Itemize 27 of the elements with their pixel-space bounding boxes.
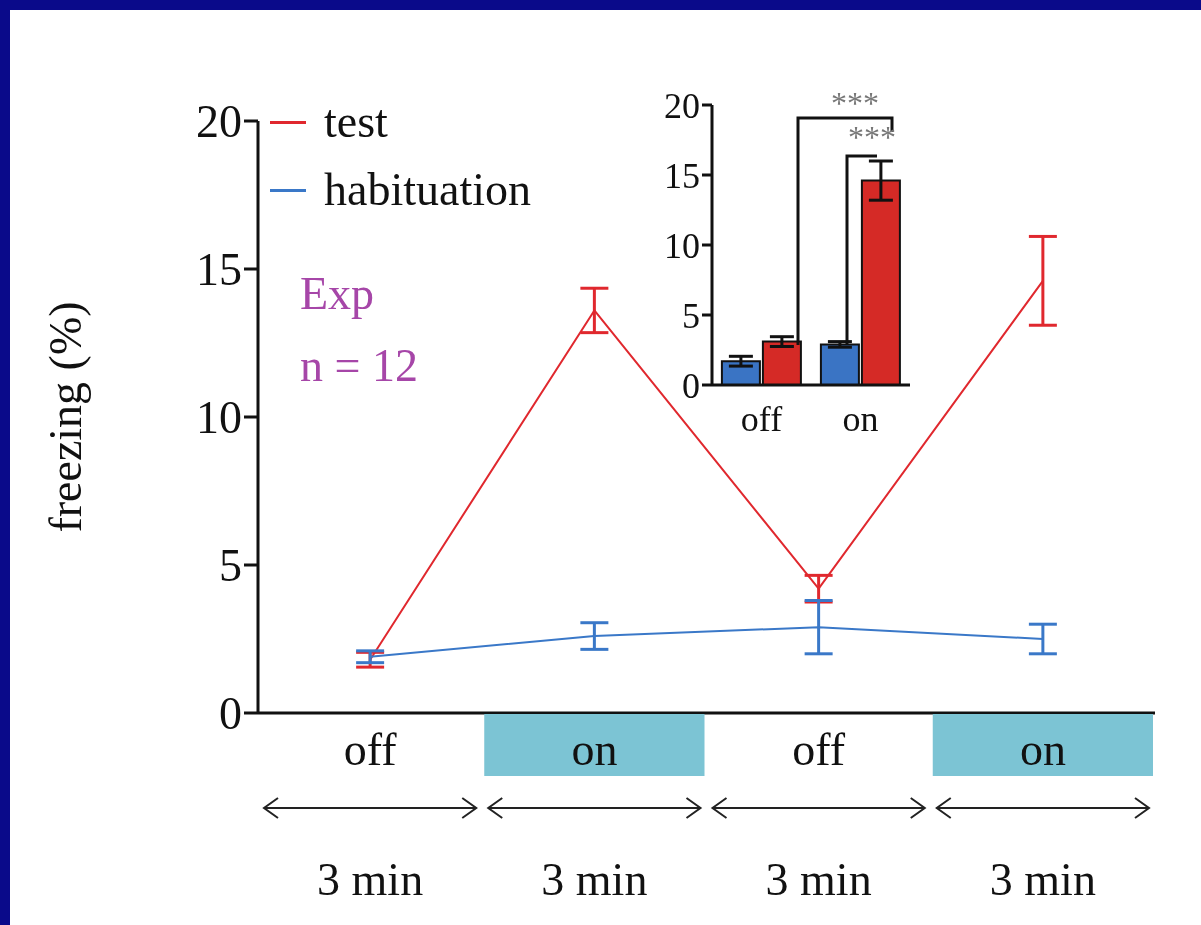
y-tick-label: 10 [196, 392, 242, 444]
annotation: *** [848, 119, 896, 155]
y-tick-label: 5 [682, 295, 700, 336]
y-tick-label: 20 [196, 96, 242, 148]
text: 3 min [765, 854, 872, 905]
text: 3 min [989, 854, 1096, 905]
legend-label: test [324, 95, 388, 149]
annotation: *** [831, 85, 879, 121]
y-tick-label: 20 [664, 85, 700, 126]
legend-label: habituation [324, 163, 531, 217]
y-axis-title: freezing (%) [40, 301, 92, 533]
text: 3 min [317, 854, 424, 905]
annotation: Exp [300, 267, 376, 321]
annotation: n = 12 [300, 339, 418, 393]
x-tick-label: on [571, 724, 618, 775]
x-tick-label: off [792, 724, 846, 775]
y-tick-label: 15 [196, 244, 242, 296]
y-tick-label: 0 [219, 688, 242, 740]
text: 3 min [541, 854, 648, 905]
y-tick-label: 0 [682, 365, 700, 406]
x-tick-label: on [1019, 724, 1066, 775]
y-tick-label: 15 [664, 155, 700, 196]
x-tick-label: off [343, 724, 398, 775]
x-tick-label: on [842, 398, 879, 439]
x-tick-label: off [740, 398, 783, 439]
y-tick-label: 5 [219, 540, 242, 592]
y-tick-label: 10 [664, 225, 700, 266]
